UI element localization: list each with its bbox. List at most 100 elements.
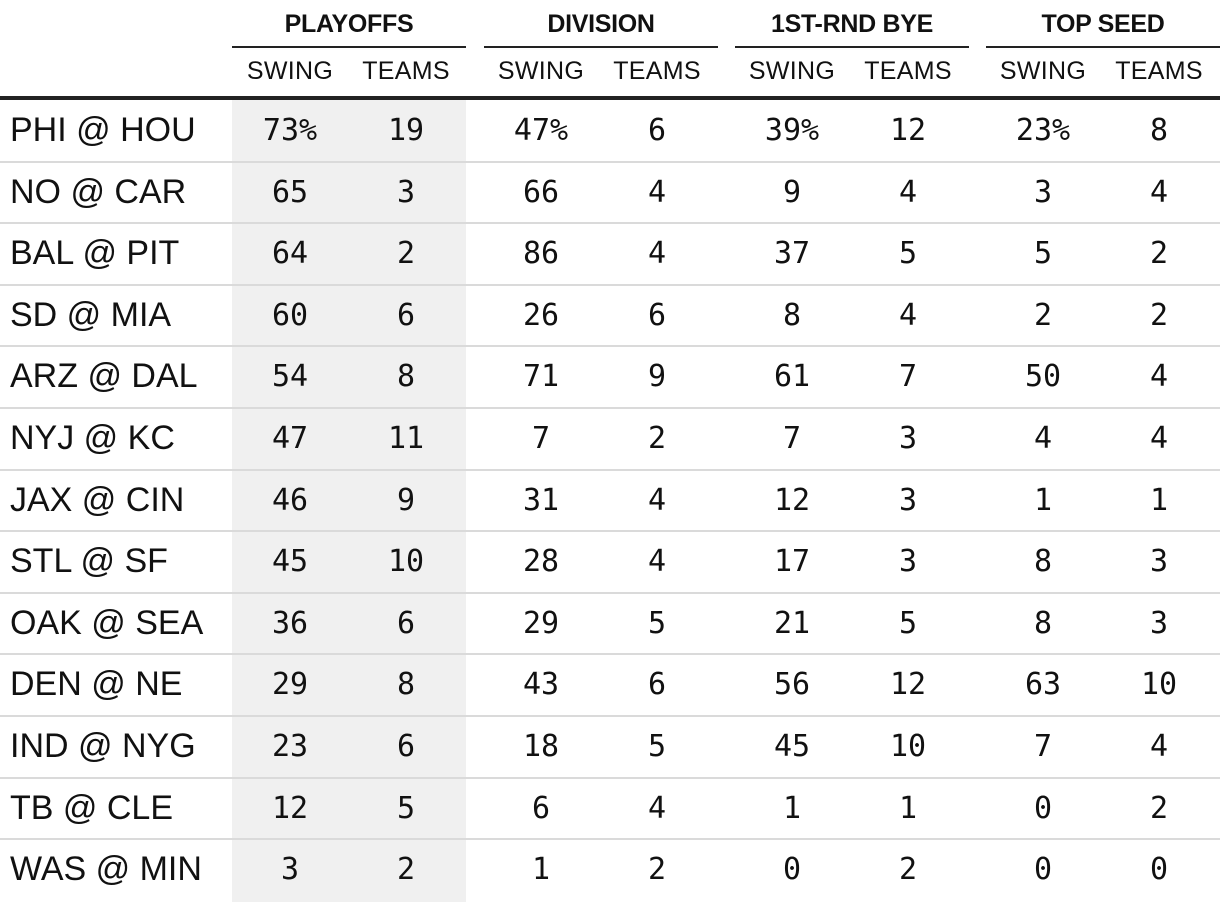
column-subheader-teams: TEAMS xyxy=(613,57,701,85)
table-cell-teams: 19 xyxy=(387,113,425,148)
table-row-game-label: DEN @ NE xyxy=(10,665,183,704)
table-cell-teams: 1 xyxy=(1149,482,1169,518)
table-cell-teams: 2 xyxy=(1149,236,1169,272)
row-divider xyxy=(0,468,1220,471)
table-cell-teams: 1 xyxy=(898,790,918,826)
table-cell-swing: 31 xyxy=(522,482,560,518)
table-cell-swing: 54 xyxy=(271,359,309,395)
table-row-game-label: IND @ NYG xyxy=(10,727,196,765)
playoffs-column-shade xyxy=(232,100,466,902)
table-row-game-label: SD @ MIA xyxy=(10,295,172,334)
table-cell-swing: 73% xyxy=(262,113,318,148)
column-subheader-swing: SWING xyxy=(246,57,334,85)
table-cell-teams: 5 xyxy=(898,605,918,641)
table-cell-teams: 10 xyxy=(1140,667,1178,703)
column-subheader-teams: TEAMS xyxy=(362,57,450,85)
table-cell-swing: 36 xyxy=(271,605,309,641)
table-cell-swing: 65 xyxy=(271,174,309,210)
table-cell-swing: 47 xyxy=(271,421,309,456)
table-cell-swing: 4 xyxy=(1033,421,1053,456)
table-cell-swing: 61 xyxy=(773,359,811,395)
table-cell-teams: 11 xyxy=(387,421,425,456)
table-cell-swing: 45 xyxy=(271,544,309,580)
table-cell-swing: 8 xyxy=(782,297,802,333)
table-cell-teams: 10 xyxy=(889,729,927,764)
table-cell-swing: 17 xyxy=(773,544,811,580)
table-cell-teams: 6 xyxy=(647,667,667,703)
table-cell-teams: 4 xyxy=(647,790,667,826)
table-cell-swing: 63 xyxy=(1024,667,1062,703)
row-divider xyxy=(0,407,1220,409)
column-subheader-teams: TEAMS xyxy=(864,57,952,85)
table-cell-teams: 3 xyxy=(1149,544,1169,580)
table-cell-teams: 8 xyxy=(1149,113,1169,148)
table-cell-teams: 0 xyxy=(1149,852,1169,888)
table-cell-swing: 12 xyxy=(773,482,811,518)
table-row-game-label: TB @ CLE xyxy=(10,788,173,827)
table-cell-swing: 43 xyxy=(522,667,560,703)
table-cell-teams: 4 xyxy=(647,544,667,580)
table-cell-swing: 0 xyxy=(782,852,802,888)
table-cell-teams: 6 xyxy=(396,605,416,641)
table-cell-swing: 9 xyxy=(782,174,802,210)
table-cell-swing: 28 xyxy=(522,544,560,580)
table-cell-teams: 4 xyxy=(898,174,918,210)
table-cell-teams: 5 xyxy=(647,729,667,764)
table-cell-teams: 2 xyxy=(647,421,667,456)
row-divider xyxy=(0,160,1220,163)
table-cell-teams: 3 xyxy=(898,482,918,518)
row-divider xyxy=(0,222,1220,225)
table-row-game-label: WAS @ MIN xyxy=(10,850,202,889)
table-cell-swing: 7 xyxy=(1033,729,1053,764)
table-cell-teams: 2 xyxy=(396,852,416,888)
table-row-game-label: ARZ @ DAL xyxy=(10,357,198,396)
row-divider xyxy=(0,530,1220,533)
group-header-1st-rnd-bye: 1ST-RND BYE xyxy=(735,6,969,48)
table-cell-swing: 8 xyxy=(1033,544,1053,580)
header-rule xyxy=(0,96,1220,100)
table-cell-teams: 4 xyxy=(898,297,918,333)
group-header-division: DIVISION xyxy=(484,6,718,48)
row-divider xyxy=(0,715,1220,717)
table-cell-teams: 9 xyxy=(647,359,667,395)
row-divider xyxy=(0,838,1220,841)
table-cell-swing: 5 xyxy=(1033,236,1053,272)
table-cell-teams: 5 xyxy=(647,605,667,641)
table-cell-swing: 46 xyxy=(271,482,309,518)
table-cell-swing: 0 xyxy=(1033,852,1053,888)
table-cell-teams: 4 xyxy=(647,482,667,518)
table-cell-swing: 39% xyxy=(764,113,820,148)
table-cell-swing: 1 xyxy=(1033,482,1053,518)
row-divider xyxy=(0,776,1220,779)
table-row-game-label: NO @ CAR xyxy=(10,172,187,211)
table-cell-swing: 60 xyxy=(271,297,309,333)
group-header-top-seed: TOP SEED xyxy=(986,6,1220,48)
table-cell-swing: 2 xyxy=(1033,297,1053,333)
table-cell-swing: 18 xyxy=(522,729,560,764)
table-cell-swing: 7 xyxy=(531,421,551,456)
row-divider xyxy=(0,653,1220,656)
column-subheader-swing: SWING xyxy=(748,57,836,85)
table-cell-swing: 26 xyxy=(522,297,560,333)
table-cell-teams: 4 xyxy=(1149,729,1169,764)
table-cell-swing: 6 xyxy=(531,790,551,826)
table-cell-swing: 1 xyxy=(782,790,802,826)
table-cell-swing: 50 xyxy=(1024,359,1062,395)
table-cell-teams: 3 xyxy=(898,544,918,580)
table-cell-swing: 29 xyxy=(271,667,309,703)
table-cell-teams: 7 xyxy=(898,359,918,395)
table-cell-swing: 12 xyxy=(271,790,309,826)
table-cell-teams: 9 xyxy=(396,482,416,518)
table-cell-teams: 2 xyxy=(1149,297,1169,333)
table-cell-teams: 2 xyxy=(898,852,918,888)
table-cell-swing: 45 xyxy=(773,729,811,764)
table-cell-swing: 37 xyxy=(773,236,811,272)
table-cell-swing: 64 xyxy=(271,236,309,272)
table-cell-teams: 8 xyxy=(396,359,416,395)
table-cell-swing: 3 xyxy=(1033,174,1053,210)
row-divider xyxy=(0,345,1220,348)
table-cell-swing: 21 xyxy=(773,605,811,641)
table-cell-teams: 2 xyxy=(1149,790,1169,826)
table-cell-teams: 8 xyxy=(396,667,416,703)
table-cell-teams: 12 xyxy=(889,667,927,703)
